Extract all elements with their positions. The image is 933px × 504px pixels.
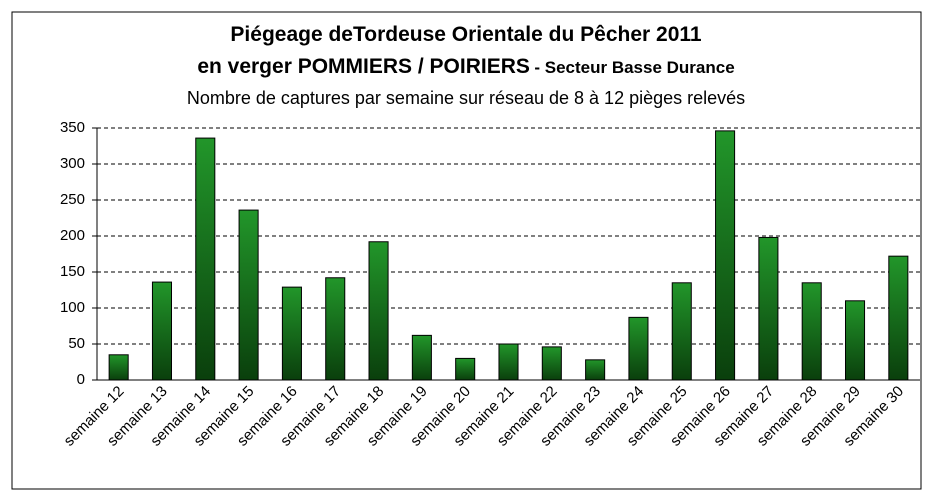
bar xyxy=(628,316,649,381)
bar xyxy=(758,236,779,381)
bar xyxy=(585,359,606,381)
title-line2: en verger POMMIERS / POIRIERS xyxy=(197,55,530,78)
chart-title-line2: en verger POMMIERS / POIRIERS - Secteur … xyxy=(197,55,734,78)
y-tick-label: 0 xyxy=(77,371,85,388)
y-tick-label: 200 xyxy=(60,227,85,244)
bar xyxy=(888,255,909,381)
chart-subtitle: Nombre de captures par semaine sur résea… xyxy=(187,88,745,108)
y-tick-label: 150 xyxy=(60,263,85,280)
chart-title: Piégeage deTordeuse Orientale du Pêcher … xyxy=(230,23,701,46)
bar xyxy=(455,357,476,381)
bar xyxy=(368,241,389,381)
y-tick-label: 100 xyxy=(60,299,85,316)
y-tick-label: 300 xyxy=(60,155,85,172)
y-tick-label: 50 xyxy=(68,335,85,352)
bar xyxy=(671,282,692,381)
bar xyxy=(498,343,519,381)
bar xyxy=(715,130,736,381)
bar xyxy=(541,346,562,381)
y-tick-label: 250 xyxy=(60,191,85,208)
bar xyxy=(325,277,346,381)
title-line2-suffix: - Secteur Basse Durance xyxy=(534,58,734,77)
bar xyxy=(411,334,432,381)
bar xyxy=(801,282,822,381)
bar xyxy=(195,137,216,381)
bar xyxy=(238,209,259,381)
y-tick-label: 350 xyxy=(60,119,85,136)
bar xyxy=(281,286,302,381)
bar xyxy=(108,354,129,381)
bar xyxy=(844,300,866,381)
bar xyxy=(151,281,173,381)
